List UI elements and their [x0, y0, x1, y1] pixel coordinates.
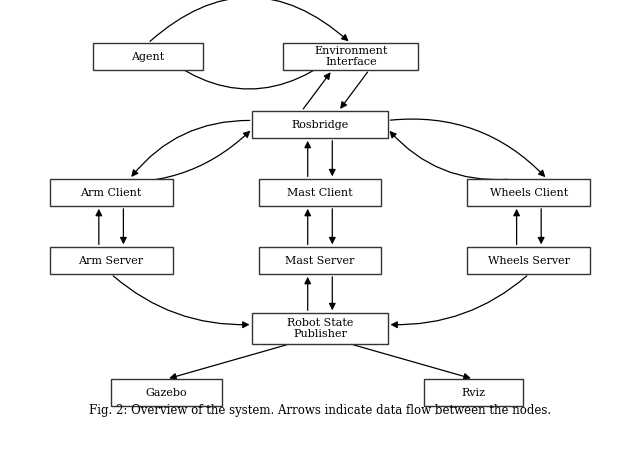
FancyBboxPatch shape	[424, 379, 523, 406]
Text: Environment
Interface: Environment Interface	[314, 46, 387, 67]
FancyBboxPatch shape	[50, 179, 173, 206]
Text: Arm Server: Arm Server	[79, 256, 143, 266]
FancyBboxPatch shape	[50, 247, 173, 274]
FancyBboxPatch shape	[259, 179, 381, 206]
FancyBboxPatch shape	[259, 247, 381, 274]
Text: Agent: Agent	[131, 52, 164, 61]
FancyBboxPatch shape	[252, 313, 388, 344]
Text: Wheels Server: Wheels Server	[488, 256, 570, 266]
Text: Arm Client: Arm Client	[81, 188, 142, 197]
FancyBboxPatch shape	[283, 43, 419, 70]
Text: Rviz: Rviz	[461, 387, 486, 398]
Text: Robot State
Publisher: Robot State Publisher	[287, 318, 353, 339]
Text: Wheels Client: Wheels Client	[490, 188, 568, 197]
Text: Gazebo: Gazebo	[145, 387, 188, 398]
Text: Mast Client: Mast Client	[287, 188, 353, 197]
Text: Rosbridge: Rosbridge	[291, 120, 349, 130]
FancyBboxPatch shape	[93, 43, 204, 70]
FancyBboxPatch shape	[111, 379, 221, 406]
Text: Mast Server: Mast Server	[285, 256, 355, 266]
FancyBboxPatch shape	[252, 111, 388, 138]
FancyBboxPatch shape	[467, 247, 590, 274]
FancyBboxPatch shape	[467, 179, 590, 206]
Text: Fig. 2: Overview of the system. Arrows indicate data flow between the nodes.: Fig. 2: Overview of the system. Arrows i…	[89, 404, 551, 417]
